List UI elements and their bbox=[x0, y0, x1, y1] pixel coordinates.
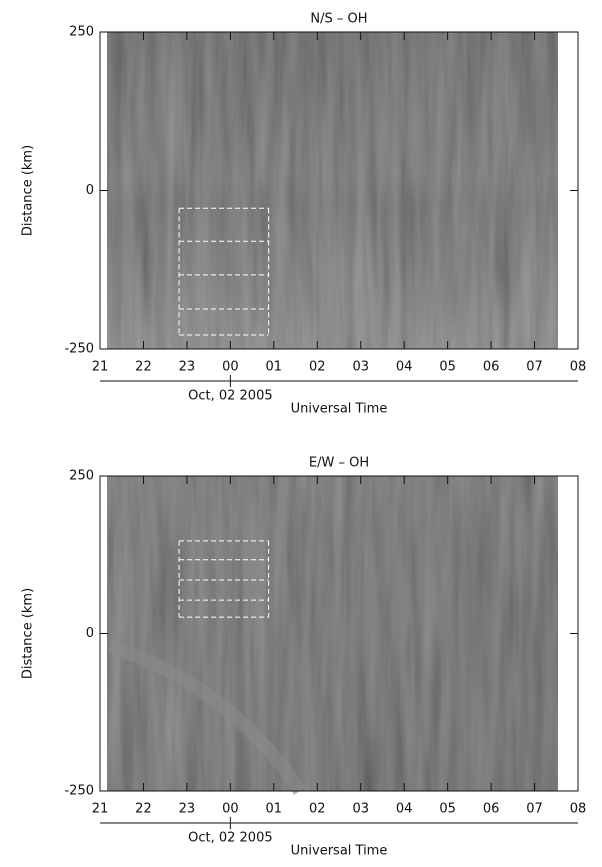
x-tick-label: 23 bbox=[179, 802, 196, 817]
x-tick-label: 07 bbox=[526, 802, 543, 817]
x-tick-label: 22 bbox=[135, 802, 152, 817]
panel: N/S – OH Distance (km) -250 0 250 21 22 23 00 01 0… bbox=[21, 12, 587, 417]
x-tick-label: 02 bbox=[309, 360, 326, 375]
x-tick-label: 00 bbox=[222, 802, 239, 817]
panel-title: E/W – OH bbox=[309, 456, 369, 471]
x-tick-label: 00 bbox=[222, 360, 239, 375]
panel-title: N/S – OH bbox=[310, 12, 367, 27]
x-tick-label: 08 bbox=[570, 802, 587, 817]
x-tick-label: 22 bbox=[135, 360, 152, 375]
y-tick-label: 250 bbox=[69, 469, 94, 484]
x-tick-label: 06 bbox=[483, 360, 500, 375]
x-tick-label: 04 bbox=[396, 802, 413, 817]
y-tick-label: 0 bbox=[86, 183, 94, 198]
keogram-texture bbox=[107, 476, 558, 791]
x-tick-label: 05 bbox=[439, 360, 456, 375]
y-tick-label: -250 bbox=[64, 784, 94, 799]
date-label: Oct, 02 2005 bbox=[188, 831, 273, 846]
y-tick-label: 250 bbox=[69, 25, 94, 40]
y-axis-label: Distance (km) bbox=[21, 145, 36, 236]
y-axis-label: Distance (km) bbox=[21, 588, 36, 679]
x-axis-label: Universal Time bbox=[291, 844, 388, 859]
x-tick-label: 01 bbox=[266, 360, 283, 375]
x-tick-label: 04 bbox=[396, 360, 413, 375]
keogram-texture bbox=[107, 32, 558, 349]
arc-feature bbox=[107, 639, 306, 795]
y-tick-label: -250 bbox=[64, 342, 94, 357]
y-tick-label: 0 bbox=[86, 626, 94, 641]
panel: E/W – OH Distance (km) -250 0 250 21 22 23 00 01 0… bbox=[21, 456, 587, 859]
x-tick-label: 07 bbox=[526, 360, 543, 375]
x-tick-label: 06 bbox=[483, 802, 500, 817]
x-axis-label: Universal Time bbox=[291, 402, 388, 417]
x-tick-label: 21 bbox=[92, 360, 109, 375]
x-tick-label: 21 bbox=[92, 802, 109, 817]
x-tick-label: 03 bbox=[352, 802, 369, 817]
x-tick-label: 05 bbox=[439, 802, 456, 817]
x-tick-label: 02 bbox=[309, 802, 326, 817]
x-tick-label: 08 bbox=[570, 360, 587, 375]
x-tick-label: 01 bbox=[266, 802, 283, 817]
x-tick-label: 23 bbox=[179, 360, 196, 375]
x-tick-label: 03 bbox=[352, 360, 369, 375]
date-label: Oct, 02 2005 bbox=[188, 389, 273, 404]
